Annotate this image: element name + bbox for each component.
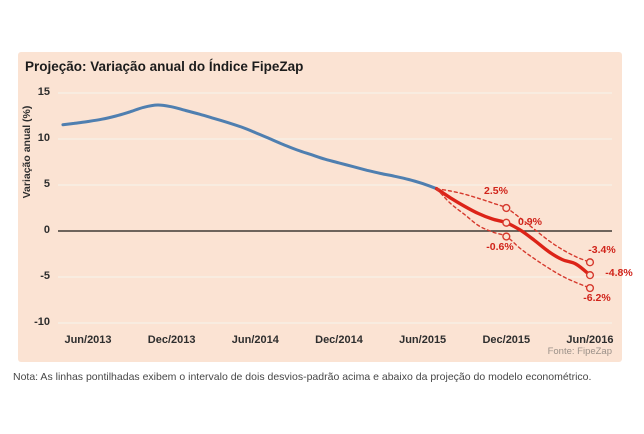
projection-value-label: -3.4% bbox=[588, 244, 616, 256]
series-historico-line bbox=[61, 103, 439, 191]
x-tick-label: Jun/2015 bbox=[399, 334, 447, 346]
series-banda-inferior-line bbox=[435, 188, 591, 289]
x-tick-label: Dec/2015 bbox=[482, 334, 531, 346]
y-tick-label: 15 bbox=[37, 86, 50, 98]
chart-card bbox=[18, 52, 622, 362]
projection-marker bbox=[585, 258, 595, 267]
footnote: Nota: As linhas pontilhadas exibem o int… bbox=[13, 371, 592, 383]
x-tick-label: Jun/2014 bbox=[231, 334, 279, 346]
y-tick-label: 0 bbox=[43, 224, 50, 236]
y-tick-label: 10 bbox=[37, 132, 50, 144]
projection-marker bbox=[502, 203, 511, 213]
chart-title: Projeção: Variação anual do Índice FipeZ… bbox=[25, 59, 304, 74]
series-projecao-central-line bbox=[434, 187, 592, 277]
x-tick-label: Dec/2014 bbox=[315, 334, 363, 346]
projection-marker bbox=[585, 271, 595, 280]
series-banda-superior-line bbox=[435, 188, 591, 263]
projection-value-label: -6.2% bbox=[583, 292, 611, 304]
x-tick-label: Dec/2013 bbox=[147, 334, 196, 346]
x-tick-label: Jun/2013 bbox=[64, 334, 112, 346]
y-tick-label: 5 bbox=[43, 178, 50, 190]
projection-value-label: -0.6% bbox=[486, 241, 514, 253]
projection-value-label: -4.8% bbox=[605, 267, 633, 279]
y-tick-label: -10 bbox=[34, 316, 50, 328]
source-label: Fonte: FipeZap bbox=[547, 346, 612, 357]
projection-value-label: 2.5% bbox=[484, 185, 508, 197]
projection-value-label: 0.9% bbox=[518, 216, 542, 228]
projection-marker bbox=[502, 218, 511, 227]
projection-marker bbox=[585, 283, 595, 293]
x-tick-label: Jun/2016 bbox=[566, 334, 614, 346]
y-tick-label: -5 bbox=[40, 270, 50, 282]
projection-marker bbox=[502, 232, 511, 241]
